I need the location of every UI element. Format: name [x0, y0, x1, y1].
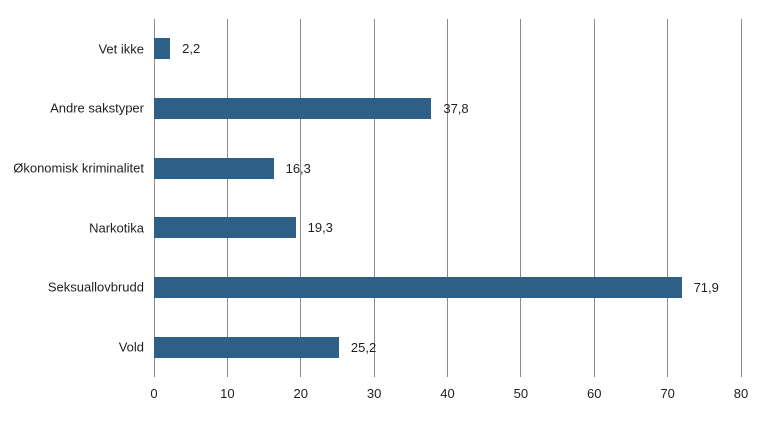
category-label: Vet ikke	[98, 41, 144, 57]
category-label: Økonomisk kriminalitet	[13, 160, 144, 176]
chart-row: Vold 25,2	[119, 317, 741, 377]
chart-row: Andre sakstyper 37,8	[50, 79, 741, 139]
category-label: Vold	[118, 339, 144, 355]
chart-row: Økonomisk kriminalitet 16,3	[13, 138, 741, 198]
x-axis-tick-label: 80	[733, 386, 749, 401]
category-label: Narkotika	[89, 220, 144, 236]
plot-area: 0 10 20 30 40 50 60 70 80 Vet ikke 2,2 Andre saksty…	[13, 19, 748, 401]
bar	[154, 276, 682, 298]
x-axis-tick-label: 20	[293, 386, 308, 401]
category-label: Andre sakstyper	[50, 100, 144, 116]
gridline	[300, 19, 302, 377]
x-axis-tick-label: 60	[587, 386, 602, 401]
gridline	[373, 19, 375, 377]
x-axis-tick-label: 70	[660, 386, 675, 401]
bar	[154, 217, 296, 239]
gridline	[667, 19, 669, 377]
gridline	[447, 19, 448, 377]
gridline	[593, 19, 595, 377]
chart-row: Seksuallovbrudd 71,9	[48, 258, 741, 318]
gridline	[226, 19, 228, 377]
value-label: 37,8	[443, 100, 469, 116]
bar	[154, 157, 274, 179]
x-axis-tick-label: 40	[440, 386, 455, 401]
x-axis-tick-label: 10	[220, 386, 235, 401]
value-label: 25,2	[350, 339, 377, 355]
x-axis-tick-label: 30	[366, 386, 382, 401]
gridline	[520, 19, 522, 377]
value-label: 2,2	[182, 41, 201, 57]
x-axis-tick-label: 50	[513, 386, 529, 401]
bar	[154, 97, 432, 119]
gridline	[153, 19, 155, 377]
gridline	[740, 19, 742, 377]
chart-row: Vet ikke 2,2	[98, 19, 741, 79]
bar	[154, 38, 171, 60]
value-label: 19,3	[307, 220, 333, 236]
bar	[154, 336, 339, 358]
value-label: 16,3	[285, 160, 311, 176]
category-label: Seksuallovbrudd	[47, 279, 144, 295]
chart-row: Narkotika 19,3	[89, 198, 741, 258]
value-label: 71,9	[693, 279, 719, 295]
x-axis-tick-label: 0	[150, 386, 158, 401]
